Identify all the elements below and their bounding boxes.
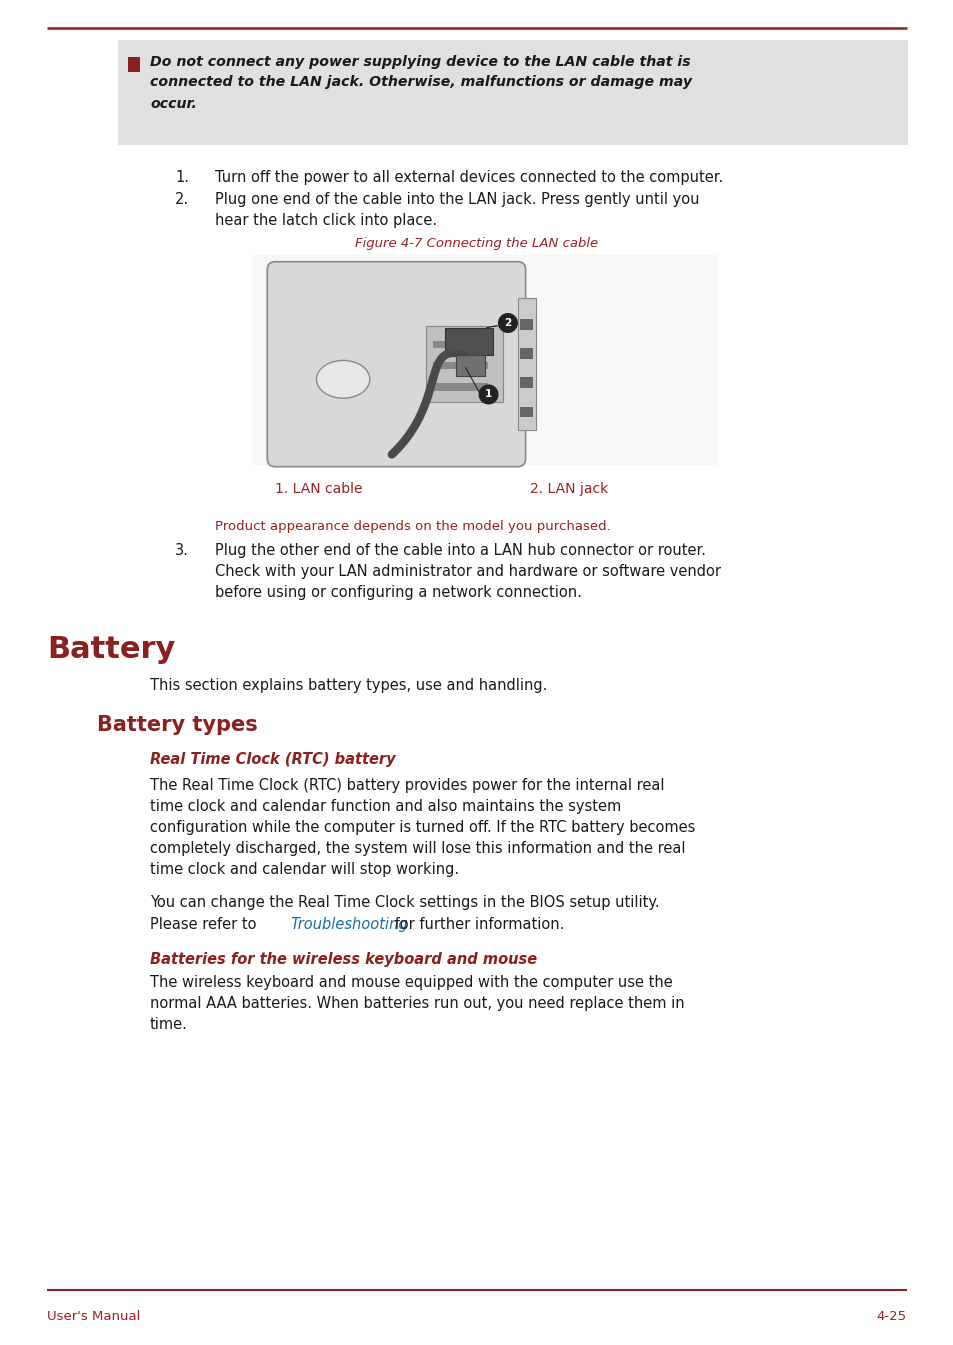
Bar — [425, 327, 502, 402]
Bar — [128, 56, 140, 73]
Text: Real Time Clock (RTC) battery: Real Time Clock (RTC) battery — [150, 752, 395, 767]
Text: Battery types: Battery types — [97, 716, 257, 734]
Bar — [444, 328, 493, 355]
Text: Plug one end of the cable into the LAN jack. Press gently until you: Plug one end of the cable into the LAN j… — [214, 192, 699, 207]
Text: occur.: occur. — [150, 97, 196, 112]
Text: Do not connect any power supplying device to the LAN cable that is: Do not connect any power supplying devic… — [150, 55, 690, 69]
Text: Plug the other end of the cable into a LAN hub connector or router.: Plug the other end of the cable into a L… — [214, 543, 705, 558]
Text: Figure 4-7 Connecting the LAN cable: Figure 4-7 Connecting the LAN cable — [355, 237, 598, 250]
Circle shape — [497, 313, 517, 334]
Text: for further information.: for further information. — [390, 917, 564, 932]
Text: Turn off the power to all external devices connected to the computer.: Turn off the power to all external devic… — [214, 169, 722, 186]
Text: The Real Time Clock (RTC) battery provides power for the internal real: The Real Time Clock (RTC) battery provid… — [150, 777, 664, 794]
Bar — [433, 362, 487, 370]
Text: time clock and calendar function and also maintains the system: time clock and calendar function and als… — [150, 799, 620, 814]
Circle shape — [478, 385, 498, 405]
Text: 1.: 1. — [174, 169, 189, 186]
Text: 4-25: 4-25 — [876, 1310, 906, 1323]
Text: connected to the LAN jack. Otherwise, malfunctions or damage may: connected to the LAN jack. Otherwise, ma… — [150, 75, 691, 89]
Text: 2. LAN jack: 2. LAN jack — [530, 482, 608, 496]
Text: Battery: Battery — [47, 635, 175, 664]
Bar — [433, 383, 487, 390]
FancyBboxPatch shape — [267, 262, 525, 467]
Text: User's Manual: User's Manual — [47, 1310, 140, 1323]
Text: time.: time. — [150, 1017, 188, 1032]
Text: Troubleshooting: Troubleshooting — [290, 917, 407, 932]
Text: normal AAA batteries. When batteries run out, you need replace them in: normal AAA batteries. When batteries run… — [150, 997, 684, 1011]
Text: completely discharged, the system will lose this information and the real: completely discharged, the system will l… — [150, 841, 685, 855]
Text: Product appearance depends on the model you purchased.: Product appearance depends on the model … — [214, 521, 610, 533]
Text: 1. LAN cable: 1. LAN cable — [274, 482, 362, 496]
Text: 2.: 2. — [174, 192, 189, 207]
Bar — [520, 319, 532, 330]
Ellipse shape — [316, 360, 370, 398]
Text: configuration while the computer is turned off. If the RTC battery becomes: configuration while the computer is turn… — [150, 820, 695, 835]
Text: hear the latch click into place.: hear the latch click into place. — [214, 213, 436, 229]
Text: 1: 1 — [484, 390, 492, 399]
Bar — [520, 348, 532, 359]
Text: This section explains battery types, use and handling.: This section explains battery types, use… — [150, 678, 547, 693]
Text: Batteries for the wireless keyboard and mouse: Batteries for the wireless keyboard and … — [150, 952, 537, 967]
Text: 2: 2 — [504, 317, 511, 328]
Text: You can change the Real Time Clock settings in the BIOS setup utility.: You can change the Real Time Clock setti… — [150, 894, 659, 911]
Text: Please refer to: Please refer to — [150, 917, 261, 932]
Text: Check with your LAN administrator and hardware or software vendor: Check with your LAN administrator and ha… — [214, 564, 720, 578]
Bar — [520, 378, 532, 387]
Text: 3.: 3. — [174, 543, 189, 558]
Bar — [252, 256, 718, 465]
Bar — [517, 299, 536, 430]
Text: The wireless keyboard and mouse equipped with the computer use the: The wireless keyboard and mouse equipped… — [150, 975, 672, 990]
Bar — [456, 355, 484, 375]
Bar — [118, 40, 907, 145]
Bar — [433, 340, 487, 348]
Text: before using or configuring a network connection.: before using or configuring a network co… — [214, 585, 581, 600]
Text: time clock and calendar will stop working.: time clock and calendar will stop workin… — [150, 862, 458, 877]
Bar — [520, 406, 532, 417]
